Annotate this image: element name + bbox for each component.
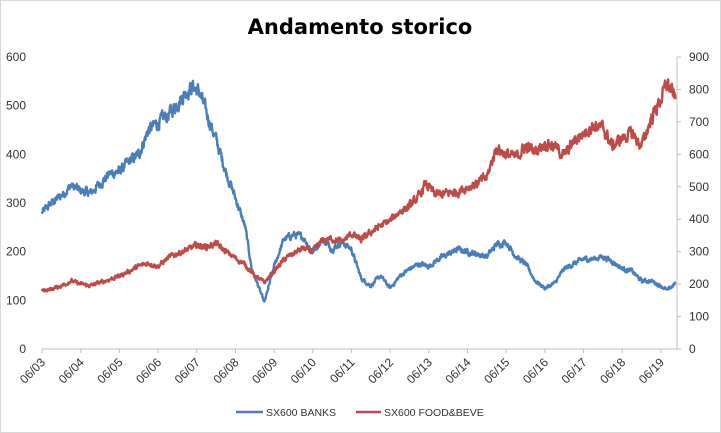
series-line-sx600-banks <box>40 79 677 303</box>
y-right-tick-label: 700 <box>689 115 709 129</box>
y-left-tick-label: 600 <box>6 50 26 64</box>
y-left-tick-label: 200 <box>6 245 26 259</box>
y-right-tick-label: 800 <box>689 82 709 96</box>
y-right-tick-label: 900 <box>689 50 709 64</box>
y-right-tick-label: 300 <box>689 245 709 259</box>
y-right-tick-label: 400 <box>689 212 709 226</box>
legend: SX600 BANKS SX600 FOOD&BEVE <box>236 407 484 419</box>
legend-label-sx600-banks: SX600 BANKS <box>266 407 336 419</box>
y-right-tick-label: 0 <box>689 342 696 356</box>
y-right-tick-label: 100 <box>689 310 709 324</box>
y-left-tick-label: 400 <box>6 147 26 161</box>
series-layer <box>40 78 677 303</box>
y-left-tick-label: 300 <box>6 196 26 210</box>
series-line-sx600-food-beve <box>40 78 677 293</box>
y-right-tick-label: 500 <box>689 180 709 194</box>
chart-title: Andamento storico <box>248 15 473 39</box>
y-right-tick-label: 600 <box>689 147 709 161</box>
legend-label-sx600-food-beve: SX600 FOOD&BEVE <box>384 407 484 419</box>
y-left-tick-label: 500 <box>6 99 26 113</box>
y-right-tick-label: 200 <box>689 277 709 291</box>
y-left-tick-label: 0 <box>19 342 26 356</box>
y-left-tick-label: 100 <box>6 293 26 307</box>
